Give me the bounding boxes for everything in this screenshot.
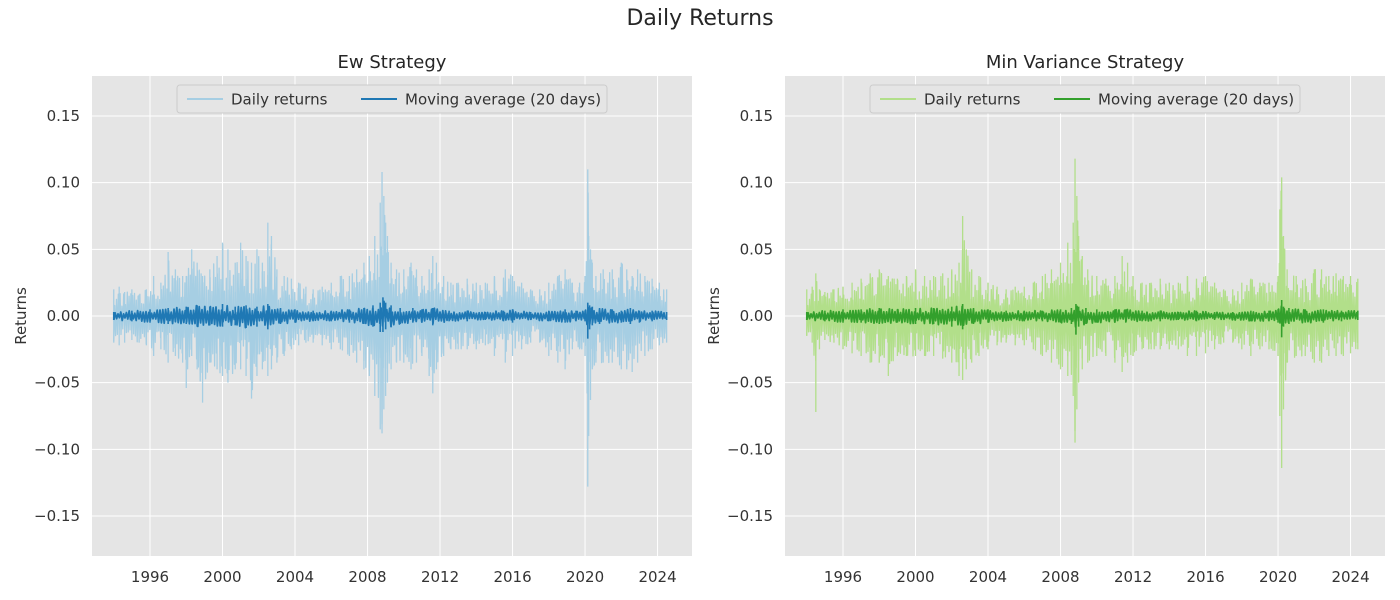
chart1-plot: −0.15 −0.10 −0.05 0.00 0.05 0.10 0.15 1996 2000 2… bbox=[12, 52, 692, 586]
chart1-y-tick-label: 0.00 bbox=[47, 307, 80, 325]
chart1-series-daily-returns-line bbox=[113, 192, 668, 425]
chart2-title: Min Variance Strategy bbox=[986, 52, 1185, 73]
chart1-x-tick-label: 2000 bbox=[203, 568, 241, 586]
chart2-x-tick-label: 2016 bbox=[1186, 568, 1224, 586]
chart1-x-tick-label: 2012 bbox=[421, 568, 459, 586]
chart1-ylabel: Returns bbox=[12, 287, 30, 345]
chart2-y-tick-label: 0.10 bbox=[740, 174, 773, 192]
chart1-x-tick-label: 2016 bbox=[493, 568, 531, 586]
chart2-y-tick-label: −0.15 bbox=[727, 507, 773, 525]
chart2-x-tick-label: 2024 bbox=[1331, 568, 1369, 586]
chart1-title: Ew Strategy bbox=[338, 52, 447, 73]
chart2-x-tick-label: 1996 bbox=[824, 568, 862, 586]
chart1-y-tick-label: −0.10 bbox=[34, 440, 80, 458]
chart2-legend-label: Moving average (20 days) bbox=[1098, 91, 1294, 109]
chart2-y-tick-label: 0.05 bbox=[740, 240, 773, 258]
chart1-x-tick-label: 2004 bbox=[276, 568, 314, 586]
chart2-y-tick-label: 0.00 bbox=[740, 307, 773, 325]
chart1-y-tick-label: 0.10 bbox=[47, 174, 80, 192]
chart1-y-tick-label: −0.05 bbox=[34, 374, 80, 392]
chart2-x-tick-label: 2008 bbox=[1041, 568, 1079, 586]
chart1-x-tick-label: 2008 bbox=[348, 568, 386, 586]
chart1-legend-label: Daily returns bbox=[231, 91, 328, 109]
chart2-x-tick-label: 2004 bbox=[969, 568, 1007, 586]
chart1-x-tick-label: 2024 bbox=[638, 568, 676, 586]
chart2-y-tick-label: −0.10 bbox=[727, 440, 773, 458]
chart1-series-moving-average-line bbox=[112, 300, 667, 329]
chart1-legend-label: Moving average (20 days) bbox=[405, 91, 601, 109]
chart2-series-moving-average-line bbox=[805, 305, 1358, 328]
chart1-y-tick-label: −0.15 bbox=[34, 507, 80, 525]
chart1-y-tick-label: 0.15 bbox=[47, 107, 80, 125]
chart2-ylabel: Returns bbox=[705, 287, 723, 345]
chart2-legend-label: Daily returns bbox=[924, 91, 1021, 109]
chart2-x-tick-label: 2020 bbox=[1259, 568, 1297, 586]
chart2-y-tick-label: −0.05 bbox=[727, 374, 773, 392]
chart2-x-tick-label: 2000 bbox=[896, 568, 934, 586]
chart1-x-tick-label: 1996 bbox=[131, 568, 169, 586]
chart1-y-tick-label: 0.05 bbox=[47, 240, 80, 258]
chart2-x-tick-label: 2012 bbox=[1114, 568, 1152, 586]
chart1-x-tick-label: 2020 bbox=[566, 568, 604, 586]
figure-title: Daily Returns bbox=[626, 6, 774, 31]
chart2-plot: −0.15 −0.10 −0.05 0.00 0.05 0.10 0.15 1996 2000 2… bbox=[705, 52, 1385, 586]
chart2-y-tick-label: 0.15 bbox=[740, 107, 773, 125]
